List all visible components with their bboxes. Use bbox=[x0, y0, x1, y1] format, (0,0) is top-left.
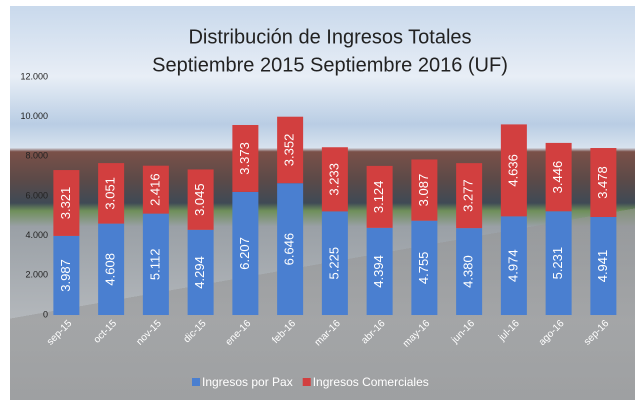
y-tick-label: 10.000 bbox=[20, 111, 48, 121]
x-tick-label: ago-16 bbox=[537, 318, 567, 348]
value-label: 3.373 bbox=[237, 142, 252, 175]
value-label: 4.608 bbox=[103, 253, 118, 286]
value-label: 4.294 bbox=[192, 256, 207, 289]
value-label: 5.231 bbox=[550, 247, 565, 280]
value-label: 3.321 bbox=[58, 187, 73, 220]
x-tick-label: dic-15 bbox=[182, 318, 209, 345]
legend-swatch bbox=[192, 378, 200, 386]
value-label: 3.045 bbox=[192, 183, 207, 216]
value-label: 3.987 bbox=[58, 259, 73, 292]
value-label: 2.416 bbox=[147, 173, 162, 206]
value-label: 3.352 bbox=[282, 134, 297, 167]
screen: Distribución de Ingresos Totales Septiem… bbox=[0, 0, 643, 405]
value-label: 4.974 bbox=[505, 249, 520, 282]
chart: Distribución de Ingresos Totales Septiem… bbox=[0, 0, 643, 405]
y-tick-label: 12.000 bbox=[20, 71, 48, 81]
value-label: 4.941 bbox=[595, 250, 610, 283]
value-label: 3.087 bbox=[416, 174, 431, 207]
value-label: 4.394 bbox=[371, 255, 386, 288]
legend-swatch bbox=[303, 378, 311, 386]
x-tick-label: oct-15 bbox=[92, 318, 120, 346]
y-tick-label: 2.000 bbox=[25, 270, 48, 280]
value-label: 4.380 bbox=[461, 255, 476, 288]
x-tick-label: ene-16 bbox=[224, 318, 254, 348]
value-label: 6.207 bbox=[237, 237, 252, 270]
chart-subtitle: Septiembre 2015 Septiembre 2016 (UF) bbox=[152, 54, 508, 76]
value-label: 6.646 bbox=[282, 233, 297, 266]
x-tick-label: may-16 bbox=[401, 318, 433, 350]
value-label: 5.225 bbox=[326, 247, 341, 280]
value-label: 4.636 bbox=[505, 154, 520, 187]
y-tick-label: 8.000 bbox=[25, 151, 48, 161]
x-tick-label: sep-15 bbox=[45, 318, 75, 348]
value-label: 4.755 bbox=[416, 252, 431, 285]
value-label: 3.233 bbox=[326, 163, 341, 196]
y-tick-label: 4.000 bbox=[25, 230, 48, 240]
legend-label: Ingresos Comerciales bbox=[313, 375, 429, 389]
value-label: 3.124 bbox=[371, 181, 386, 214]
x-tick-label: mar-16 bbox=[313, 318, 343, 348]
x-tick-label: nov-15 bbox=[134, 318, 164, 348]
x-tick-label: jun-16 bbox=[449, 318, 477, 346]
value-label: 3.446 bbox=[550, 161, 565, 194]
chart-title: Distribución de Ingresos Totales bbox=[188, 26, 471, 48]
x-tick-label: jul-16 bbox=[496, 318, 522, 344]
x-tick-label: sep-16 bbox=[582, 318, 612, 348]
y-tick-label: 0 bbox=[43, 309, 48, 319]
x-tick-label: feb-16 bbox=[270, 318, 298, 346]
y-tick-label: 6.000 bbox=[25, 190, 48, 200]
value-label: 3.277 bbox=[461, 179, 476, 212]
x-tick-label: abr-16 bbox=[359, 318, 388, 347]
value-label: 3.051 bbox=[103, 177, 118, 210]
value-label: 5.112 bbox=[147, 249, 162, 281]
value-label: 3.478 bbox=[595, 166, 610, 199]
legend-label: Ingresos por Pax bbox=[202, 375, 293, 389]
